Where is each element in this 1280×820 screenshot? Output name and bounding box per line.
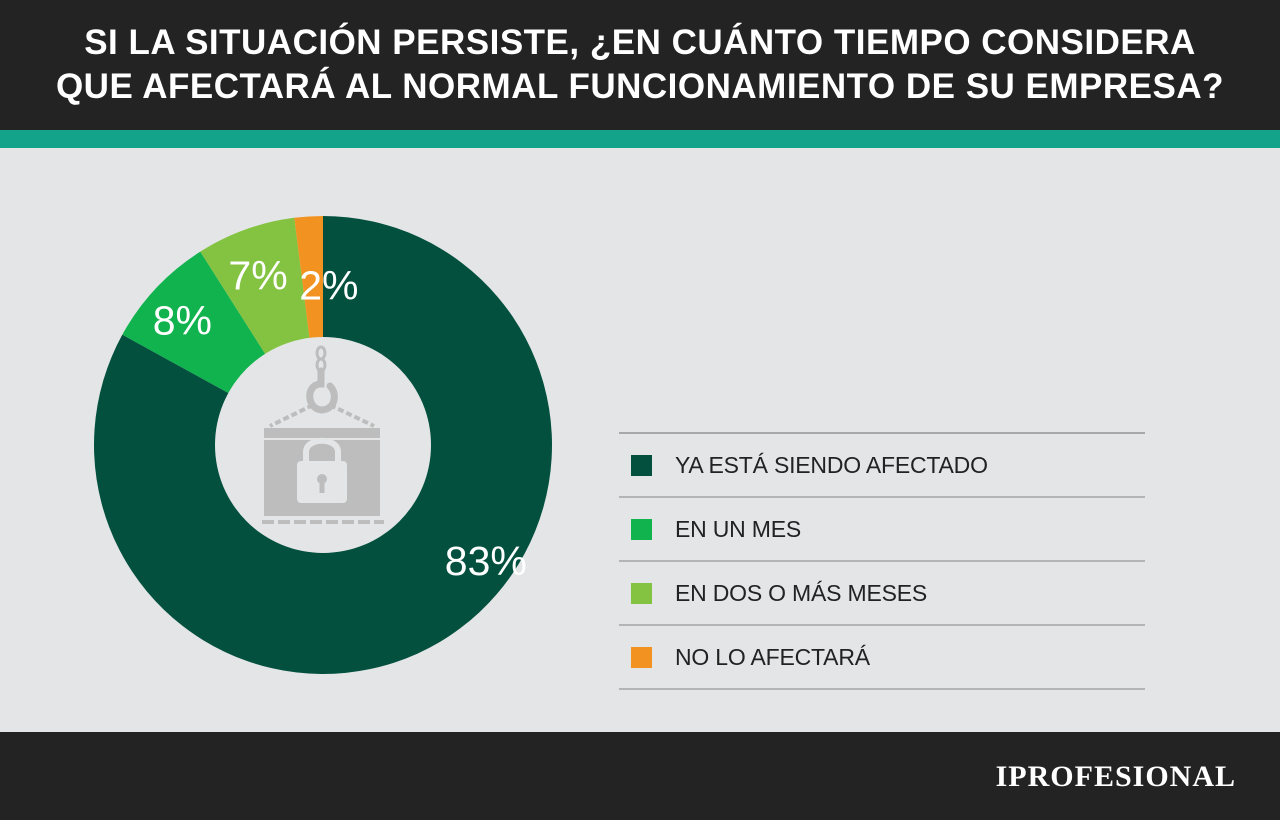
chart-title-line-2: QUE AFECTARÁ AL NORMAL FUNCIONAMIENTO DE… xyxy=(55,67,1225,106)
slice-value-label: 7% xyxy=(228,253,287,299)
slice-value-label: 8% xyxy=(153,297,212,343)
legend-label: EN UN MES xyxy=(675,515,801,542)
footer-bar: IPROFESIONAL xyxy=(0,732,1280,820)
legend-item-ya-esta-siendo-afectado: YA ESTÁ SIENDO AFECTADO xyxy=(619,434,1145,498)
legend-item-en-dos-o-mas-meses: EN DOS O MÁS MESES xyxy=(619,562,1145,626)
legend-label: NO LO AFECTARÁ xyxy=(675,643,870,670)
legend-swatch xyxy=(631,454,652,476)
legend: YA ESTÁ SIENDO AFECTADO EN UN MES EN DOS… xyxy=(619,432,1145,690)
chart-area: 83% 8% 7% 2% YA ESTÁ SIENDO AFECTADO EN UN … xyxy=(0,148,1280,732)
legend-label: YA ESTÁ SIENDO AFECTADO xyxy=(675,451,988,478)
slice-labels: 83% 8% 7% 2% xyxy=(153,253,527,584)
slice-value-label: 2% xyxy=(299,262,358,308)
brand-logo: IPROFESIONAL xyxy=(995,760,1236,793)
accent-divider xyxy=(0,130,1280,148)
slice-value-label: 83% xyxy=(445,538,527,584)
donut-chart: 83% 8% 7% 2% xyxy=(93,216,553,674)
chart-title-line-1: SI LA SITUACIÓN PERSISTE, ¿EN CUÁNTO TIE… xyxy=(84,23,1196,62)
padlocked-crate-on-hook-icon xyxy=(262,345,384,524)
legend-item-en-un-mes: EN UN MES xyxy=(619,498,1145,562)
legend-swatch xyxy=(631,646,652,668)
legend-swatch xyxy=(631,518,652,540)
legend-swatch xyxy=(631,582,652,604)
legend-label: EN DOS O MÁS MESES xyxy=(675,579,928,606)
title-banner: SI LA SITUACIÓN PERSISTE, ¿EN CUÁNTO TIE… xyxy=(0,0,1280,130)
legend-item-no-lo-afectara: NO LO AFECTARÁ xyxy=(619,626,1145,690)
legend-top-rule xyxy=(619,432,1145,434)
